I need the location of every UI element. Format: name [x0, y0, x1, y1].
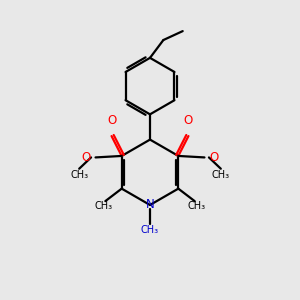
- Text: CH₃: CH₃: [70, 170, 88, 180]
- Text: CH₃: CH₃: [212, 170, 230, 180]
- Text: CH₃: CH₃: [141, 225, 159, 235]
- Text: O: O: [184, 114, 193, 127]
- Text: O: O: [107, 114, 116, 127]
- Text: O: O: [81, 151, 90, 164]
- Text: CH₃: CH₃: [95, 202, 113, 212]
- Text: O: O: [210, 151, 219, 164]
- Text: CH₃: CH₃: [187, 202, 205, 212]
- Text: N: N: [146, 199, 154, 212]
